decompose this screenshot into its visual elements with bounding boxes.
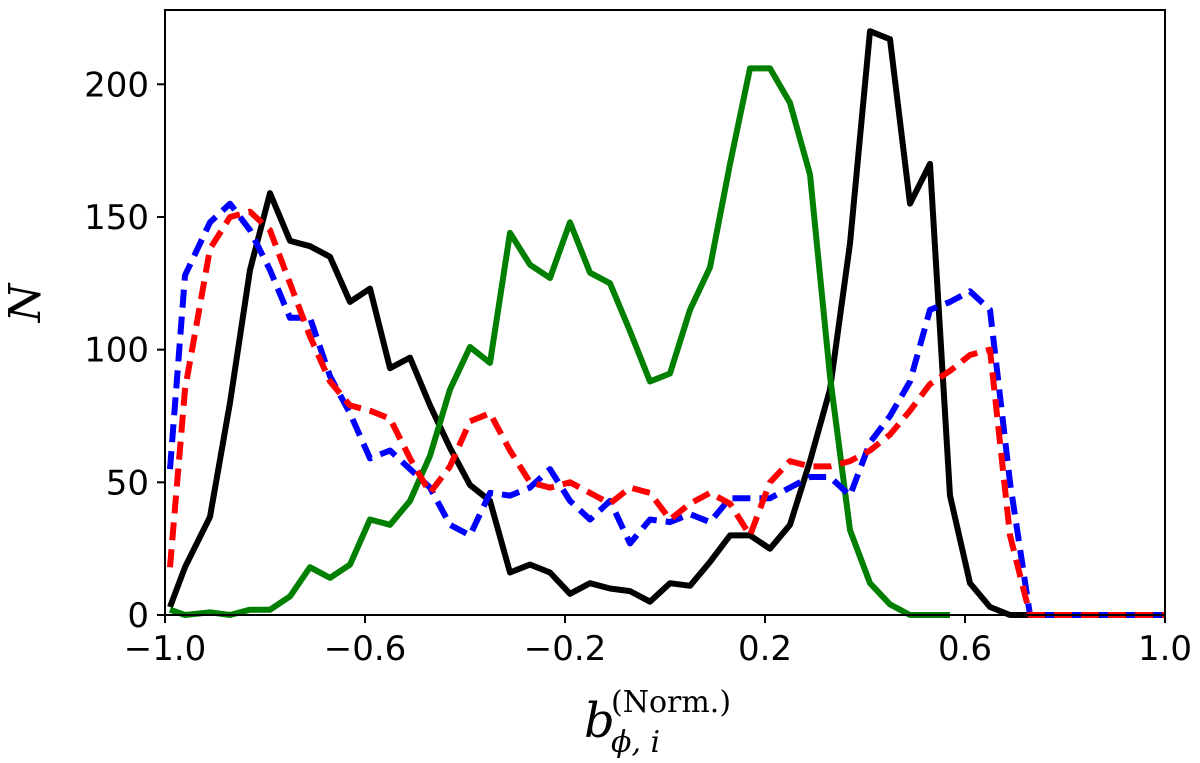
x-axis-label-superscript: (Norm.) — [611, 685, 731, 720]
x-tick-label: −0.2 — [524, 629, 607, 669]
series-line-red — [167, 208, 1165, 618]
x-axis: −1.0 −0.6 −0.2 0.2 0.6 1.0 — [124, 615, 1192, 669]
y-axis-label: N — [0, 282, 51, 323]
series-layer — [167, 28, 1165, 618]
y-tick-label: 0 — [127, 596, 149, 636]
series-line-black — [167, 28, 1165, 618]
y-tick-label: 150 — [84, 198, 149, 238]
x-axis-label-base: b — [584, 693, 615, 749]
x-tick-label: −1.0 — [124, 629, 207, 669]
y-tick-label: 100 — [84, 331, 149, 371]
x-tick-label: −0.6 — [324, 629, 407, 669]
y-tick-label: 200 — [84, 65, 149, 105]
series-line-blue — [167, 200, 1165, 618]
series-line-green — [169, 65, 950, 618]
x-axis-label-subscript: ϕ, i — [611, 725, 660, 760]
x-tick-label: 0.2 — [738, 629, 792, 669]
x-tick-label: 0.6 — [938, 629, 992, 669]
y-tick-label: 50 — [106, 463, 149, 503]
plot-frame — [164, 9, 1166, 616]
x-tick-label: 1.0 — [1138, 629, 1192, 669]
x-axis-label: b ϕ, i (Norm.) — [584, 685, 731, 760]
y-axis: 0 50 100 150 200 — [84, 65, 165, 636]
